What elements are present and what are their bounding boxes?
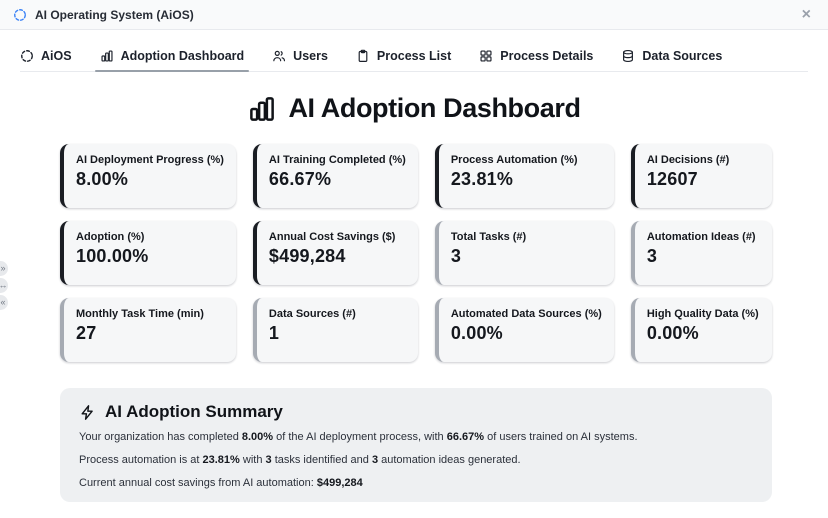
dashed-circle-icon — [20, 49, 34, 63]
metric-value: 3 — [450, 246, 462, 266]
metric-card-grid: AI Deployment Progress (%) 8.00% AI Trai… — [60, 144, 772, 362]
metric-value: 1 — [268, 323, 280, 343]
metric-card: Automation Ideas (#) 3 — [630, 221, 772, 285]
panel-control-icon[interactable]: « — [0, 295, 8, 310]
window-titlebar: AI Operating System (AiOS) × — [0, 0, 828, 30]
metric-label: Monthly Task Time (min) — [76, 308, 204, 320]
bolt-icon — [79, 404, 96, 421]
app-logo-icon — [13, 8, 27, 22]
metric-value: 12607 — [646, 169, 698, 189]
metric-label: Process Automation (%) — [450, 154, 578, 166]
metric-card: Adoption (%) 100.00% — [60, 221, 236, 285]
metric-label: Automation Ideas (#) — [646, 231, 756, 243]
tab-bar: AiOS Adoption Dashboard Users Process Li… — [0, 30, 828, 72]
database-icon — [621, 49, 635, 63]
tab-label: AiOS — [41, 48, 72, 63]
metric-label: Annual Cost Savings ($) — [268, 231, 396, 243]
metric-card: AI Training Completed (%) 66.67% — [252, 144, 418, 208]
metric-label: Total Tasks (#) — [450, 231, 527, 243]
clipboard-icon — [356, 49, 370, 63]
metric-value: $499,284 — [268, 246, 346, 266]
metric-card: AI Deployment Progress (%) 8.00% — [60, 144, 236, 208]
tab-label: Data Sources — [642, 48, 723, 63]
metric-label: AI Decisions (#) — [646, 154, 730, 166]
window-title: AI Operating System (AiOS) — [35, 7, 194, 22]
metric-label: AI Training Completed (%) — [268, 154, 406, 166]
metric-card: Total Tasks (#) 3 — [434, 221, 614, 285]
summary-title: AI Adoption Summary — [105, 402, 283, 421]
metric-label: Adoption (%) — [76, 231, 145, 243]
metric-card: High Quality Data (%) 0.00% — [630, 298, 772, 362]
metric-card: Data Sources (#) 1 — [252, 298, 418, 362]
panel-control-icon[interactable]: » — [0, 261, 8, 276]
metric-label: Data Sources (#) — [268, 308, 356, 320]
metric-label: Automated Data Sources (%) — [450, 308, 602, 320]
summary-line: Your organization has completed 8.00% of… — [79, 431, 638, 443]
page-title-row: AI Adoption Dashboard — [0, 93, 828, 124]
metric-label: AI Deployment Progress (%) — [76, 154, 224, 166]
metric-card: Process Automation (%) 23.81% — [434, 144, 614, 208]
metric-card: AI Decisions (#) 12607 — [630, 144, 772, 208]
tab[interactable]: Process List — [356, 40, 451, 71]
tab-label: Process List — [376, 48, 452, 63]
metric-value: 3 — [646, 246, 658, 266]
metric-value: 0.00% — [450, 323, 503, 343]
panel-edge-controls: » ↔ « — [0, 261, 8, 310]
metric-value: 27 — [76, 323, 97, 343]
metric-card: Automated Data Sources (%) 0.00% — [434, 298, 614, 362]
close-icon[interactable]: × — [801, 5, 811, 23]
bar-chart-icon — [247, 94, 277, 124]
metric-value: 8.00% — [76, 169, 129, 189]
tab[interactable]: Adoption Dashboard — [94, 40, 249, 72]
tab[interactable]: Users — [272, 40, 328, 71]
page-title: AI Adoption Dashboard — [288, 93, 581, 123]
summary-line: Process automation is at 23.81% with 3 t… — [79, 453, 521, 466]
metric-value: 0.00% — [646, 323, 699, 343]
metric-value: 100.00% — [76, 246, 149, 266]
metric-value: 66.67% — [268, 169, 332, 189]
users-icon — [272, 49, 286, 63]
tab[interactable]: Process Details — [479, 40, 593, 71]
metric-value: 23.81% — [450, 169, 514, 189]
summary-panel: AI Adoption Summary Your organization ha… — [60, 388, 772, 502]
metric-label: High Quality Data (%) — [646, 308, 759, 320]
bar-chart-icon — [100, 49, 114, 63]
tab[interactable]: AiOS — [20, 40, 72, 71]
tab-label: Adoption Dashboard — [120, 48, 245, 63]
metric-card: Monthly Task Time (min) 27 — [60, 298, 236, 362]
grid-icon — [479, 49, 493, 63]
summary-line: Current annual cost savings from AI auto… — [79, 476, 363, 489]
tab-label: Process Details — [500, 48, 594, 63]
tab[interactable]: Data Sources — [621, 40, 722, 71]
panel-control-icon[interactable]: ↔ — [0, 278, 8, 293]
tab-label: Users — [293, 48, 328, 63]
metric-card: Annual Cost Savings ($) $499,284 — [252, 221, 418, 285]
